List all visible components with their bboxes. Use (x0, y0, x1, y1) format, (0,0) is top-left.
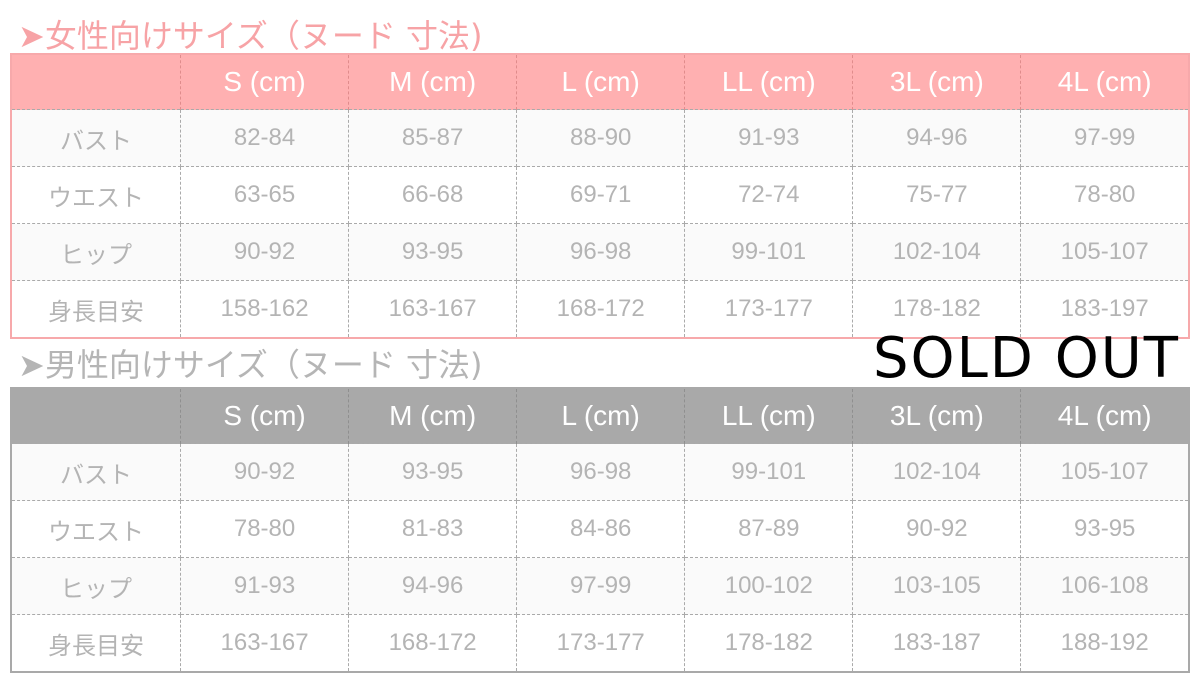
size-cell: 97-99 (516, 557, 686, 615)
row-label: ヒップ (11, 557, 181, 615)
size-cell: 183-197 (1020, 280, 1190, 339)
size-cell: 183-187 (852, 614, 1022, 673)
column-header: L (cm) (516, 54, 685, 110)
row-label: ヒップ (11, 223, 181, 281)
table-row: ウエスト 78-80 81-83 84-86 87-89 90-92 93-95 (11, 500, 1190, 558)
size-cell: 91-93 (179, 557, 350, 615)
men-size-table: S (cm) M (cm) L (cm) LL (cm) 3L (cm) 4L (cm) バ… (10, 387, 1190, 673)
size-cell: 100-102 (684, 557, 854, 615)
size-cell: 94-96 (852, 109, 1022, 167)
size-cell: 102-104 (852, 443, 1022, 501)
size-cell: 93-95 (348, 223, 518, 281)
column-header: 4L (cm) (1020, 388, 1189, 444)
column-header: 3L (cm) (852, 388, 1021, 444)
size-cell: 90-92 (179, 443, 350, 501)
table-row: ウエスト 63-65 66-68 69-71 72-74 75-77 78-80 (11, 166, 1190, 224)
column-header: 3L (cm) (852, 54, 1021, 110)
table-row: 身長目安 163-167 168-172 173-177 178-182 183-187 1… (11, 614, 1190, 673)
size-cell: 93-95 (1020, 500, 1190, 558)
size-cell: 97-99 (1020, 109, 1190, 167)
size-cell: 82-84 (179, 109, 350, 167)
size-cell: 106-108 (1020, 557, 1190, 615)
table-row: 身長目安 158-162 163-167 168-172 173-177 178-182 1… (11, 280, 1190, 339)
size-cell: 96-98 (516, 443, 686, 501)
size-cell: 81-83 (348, 500, 518, 558)
size-cell: 66-68 (348, 166, 518, 224)
table-row: バスト 82-84 85-87 88-90 91-93 94-96 97-99 (11, 109, 1190, 167)
row-label: 身長目安 (11, 280, 181, 339)
size-cell: 93-95 (348, 443, 518, 501)
size-cell: 85-87 (348, 109, 518, 167)
column-header: L (cm) (516, 388, 685, 444)
row-label: バスト (11, 443, 181, 501)
size-cell: 163-167 (348, 280, 518, 339)
size-cell: 99-101 (684, 223, 854, 281)
table-row: ヒップ 91-93 94-96 97-99 100-102 103-105 106-108 (11, 557, 1190, 615)
size-cell: 168-172 (348, 614, 518, 673)
size-cell: 168-172 (516, 280, 686, 339)
size-cell: 84-86 (516, 500, 686, 558)
row-label: ウエスト (11, 500, 181, 558)
size-cell: 90-92 (179, 223, 350, 281)
size-cell: 72-74 (684, 166, 854, 224)
column-header: LL (cm) (684, 388, 853, 444)
column-header: S (cm) (179, 388, 349, 444)
size-cell: 87-89 (684, 500, 854, 558)
size-cell: 78-80 (179, 500, 350, 558)
size-cell: 188-192 (1020, 614, 1190, 673)
size-cell: 96-98 (516, 223, 686, 281)
size-cell: 103-105 (852, 557, 1022, 615)
size-cell: 69-71 (516, 166, 686, 224)
size-cell: 94-96 (348, 557, 518, 615)
sold-out-overlay: SOLD OUT (872, 326, 1180, 391)
men-size-title: ➤男性向けサイズ（ヌード 寸法) (18, 346, 483, 384)
table-row: ヒップ 90-92 93-95 96-98 99-101 102-104 105-107 (11, 223, 1190, 281)
header-row: S (cm) M (cm) L (cm) LL (cm) 3L (cm) 4L (cm) (11, 54, 1189, 110)
size-cell: 63-65 (179, 166, 350, 224)
women-size-table: S (cm) M (cm) L (cm) LL (cm) 3L (cm) 4L (cm) バ… (10, 53, 1190, 339)
column-header: S (cm) (179, 54, 349, 110)
size-cell: 158-162 (179, 280, 350, 339)
row-label: バスト (11, 109, 181, 167)
column-header: 4L (cm) (1020, 54, 1189, 110)
column-header: M (cm) (348, 54, 517, 110)
size-cell: 105-107 (1020, 443, 1190, 501)
size-cell: 78-80 (1020, 166, 1190, 224)
size-cell: 99-101 (684, 443, 854, 501)
column-header: LL (cm) (684, 54, 853, 110)
size-cell: 91-93 (684, 109, 854, 167)
size-cell: 88-90 (516, 109, 686, 167)
size-cell: 105-107 (1020, 223, 1190, 281)
size-cell: 102-104 (852, 223, 1022, 281)
size-cell: 178-182 (684, 614, 854, 673)
size-cell: 178-182 (852, 280, 1022, 339)
row-label: 身長目安 (11, 614, 181, 673)
size-cell: 173-177 (684, 280, 854, 339)
column-header (11, 54, 181, 110)
size-cell: 173-177 (516, 614, 686, 673)
column-header: M (cm) (348, 388, 517, 444)
size-cell: 163-167 (179, 614, 350, 673)
row-label: ウエスト (11, 166, 181, 224)
table-row: バスト 90-92 93-95 96-98 99-101 102-104 105-107 (11, 443, 1190, 501)
size-cell: 90-92 (852, 500, 1022, 558)
header-row: S (cm) M (cm) L (cm) LL (cm) 3L (cm) 4L (cm) (11, 388, 1189, 444)
size-cell: 75-77 (852, 166, 1022, 224)
women-size-title: ➤女性向けサイズ（ヌード 寸法) (18, 17, 483, 55)
column-header (11, 388, 181, 444)
